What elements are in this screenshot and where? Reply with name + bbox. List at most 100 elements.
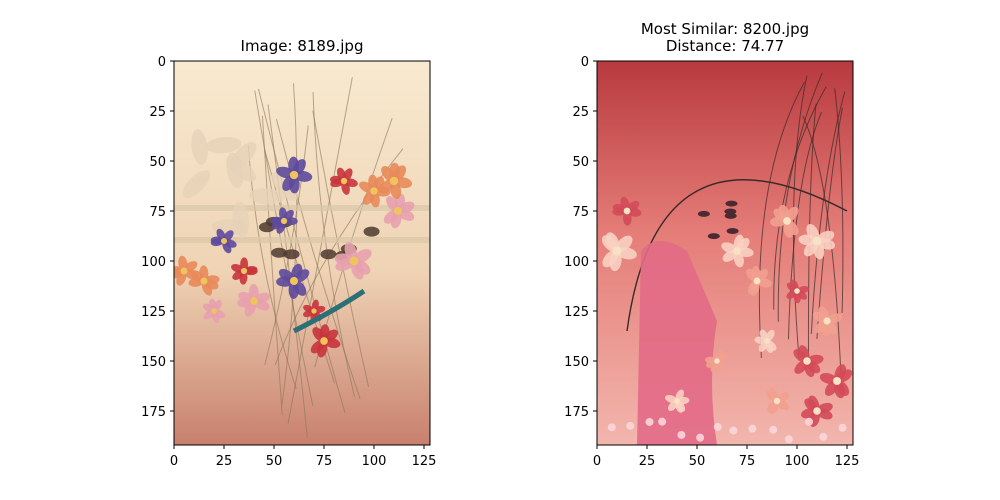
stem [807,103,817,364]
pale-leaf [248,188,285,205]
y-tick-label: 75 [149,205,166,220]
dark-leaf [283,249,300,260]
x-tick-label: 50 [689,454,706,469]
y-tick-label: 100 [141,255,166,270]
flower [665,389,690,413]
dark-leaf [320,249,337,260]
flower [812,306,843,337]
stem [261,115,283,415]
dark-leaf [726,228,739,235]
lace-dot [805,417,814,426]
flower [188,265,220,296]
flower [270,207,298,234]
y-tick-label: 125 [141,305,166,320]
arch-stem [626,179,848,332]
y-tick-label: 175 [564,405,589,420]
flower [174,255,199,286]
lace-dot [626,421,635,430]
lace-dot [658,417,667,426]
y-tick-label: 125 [564,305,589,320]
lace-dot [819,432,828,441]
pale-leaf [205,137,242,154]
stem [257,88,346,414]
flower [329,167,358,195]
lace-dot [713,422,722,431]
flower [798,223,835,260]
y-tick-label: 50 [572,155,589,170]
y-tick-label: 0 [581,55,589,70]
lace-dot [838,423,847,432]
pale-leaf [191,129,208,165]
query-axes: 0 25 50 75 100 125 0 25 50 75 100 125 150 175 [141,55,436,469]
stem [773,86,827,310]
x-tick-label: 50 [266,454,283,469]
stem [758,81,805,358]
pale-leaf [232,201,249,238]
stem [792,75,808,361]
panel-query: Image: 8189.jpg 0 25 50 75 100 125 0 25 50 75 100 1… [141,37,436,469]
stem [312,92,356,398]
flower [800,395,833,427]
y-tick-label: 25 [572,105,589,120]
axes-frame [596,60,854,446]
stem [810,91,846,334]
flower [601,232,637,272]
x-tick-label: 100 [785,454,810,469]
stem [787,111,822,340]
flower [359,174,391,208]
stem [834,88,844,313]
most-similar-image [597,61,853,445]
lace-dot [748,424,757,433]
flower [231,257,258,285]
flower [704,349,728,373]
x-tick-label: 75 [739,454,756,469]
teal-swoosh [292,288,366,334]
fence-rail [174,237,430,243]
stem [276,119,361,399]
flower [793,345,824,378]
flower [754,329,777,353]
flower [786,279,810,304]
flower [378,162,413,200]
dark-leaf [724,212,737,219]
panel-title-line-1: Most Similar: 8200.jpg [641,20,809,38]
axes-frame [173,60,431,446]
flower [202,298,226,324]
pink-figure [637,241,717,445]
dark-leaf [363,226,380,237]
stem [312,110,370,388]
dark-leaf [271,247,288,258]
query-image [174,61,430,445]
dark-leaf [697,210,710,217]
lace-dot [645,417,654,426]
flower [746,265,772,296]
y-tick-label: 75 [572,205,589,220]
y-tick-label: 150 [564,355,589,370]
stem [802,115,842,374]
y-tick-label: 100 [564,255,589,270]
most-similar-axes: 0 25 50 75 100 125 0 25 50 75 100 125 150 175 [564,55,859,469]
y-tick-label: 50 [149,155,166,170]
flower [770,204,799,238]
dark-leaf [707,233,720,240]
x-tick-label: 0 [170,454,178,469]
panel-title-line-2: Distance: 74.77 [666,37,784,55]
stem [287,77,353,424]
flower [210,228,237,254]
x-tick-label: 0 [593,454,601,469]
pale-leaf [226,152,244,189]
fence-rail [174,205,430,211]
x-tick-label: 25 [216,454,233,469]
dark-leaf [724,208,737,215]
stem [777,72,823,322]
lace-dot [729,426,738,435]
lace-dot [677,430,686,439]
flower [819,364,853,399]
stem [264,125,309,365]
lace-dot [769,425,778,434]
y-tick-label: 175 [141,405,166,420]
y-tick-label: 0 [158,55,166,70]
y-tick-label: 150 [141,355,166,370]
y-tick-label: 25 [149,105,166,120]
